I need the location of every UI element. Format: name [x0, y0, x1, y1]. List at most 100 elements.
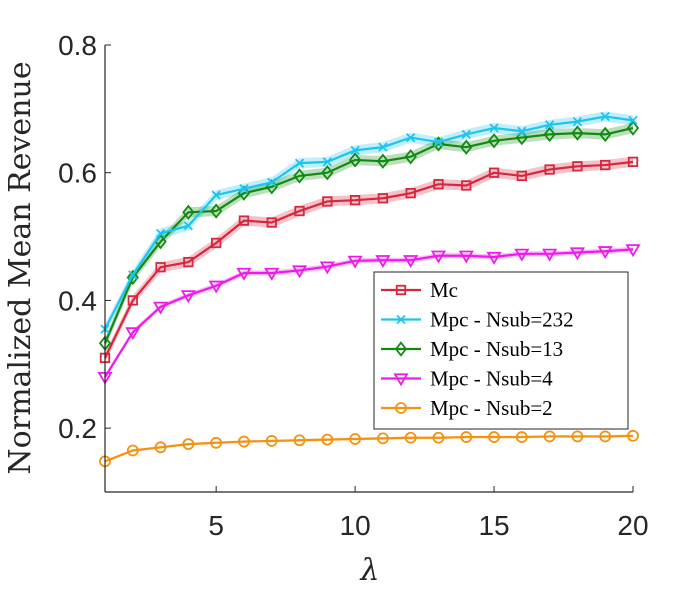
data-point — [406, 132, 416, 143]
data-point — [572, 161, 583, 172]
x-ticks: 5 10 15 20 — [208, 486, 649, 541]
data-point — [321, 165, 334, 181]
data-point — [516, 170, 527, 182]
y-tick-label: 0.6 — [58, 158, 97, 189]
legend-item: Mpc - Nsub=232 — [381, 308, 574, 332]
data-point — [183, 256, 194, 268]
data-point — [294, 158, 305, 168]
data-point — [376, 153, 390, 169]
data-point — [569, 247, 585, 261]
series-1 — [100, 111, 638, 334]
legend-label: Mpc - Nsub=4 — [430, 367, 553, 391]
data-point — [377, 193, 389, 204]
data-point — [211, 237, 222, 249]
data-point — [461, 180, 472, 191]
data-point — [544, 164, 555, 175]
series-lines — [97, 111, 641, 468]
legend-item: Mpc - Nsub=13 — [381, 337, 563, 361]
data-point — [211, 190, 221, 200]
data-point — [627, 429, 639, 442]
data-point — [348, 152, 362, 168]
x-tick-label: 5 — [208, 510, 224, 541]
data-point — [433, 179, 444, 190]
data-point — [349, 195, 361, 206]
data-point — [264, 267, 280, 281]
legend-item: Mpc - Nsub=4 — [381, 367, 553, 391]
data-point — [155, 228, 166, 239]
data-point — [347, 255, 363, 269]
legend-label: Mpc - Nsub=2 — [430, 396, 553, 420]
legend-item: Mc — [381, 278, 458, 302]
data-point — [514, 248, 530, 262]
data-point — [597, 246, 613, 260]
legend-label: Mc — [430, 278, 458, 302]
data-point — [239, 184, 249, 194]
data-point — [517, 126, 527, 136]
legend-label: Mpc - Nsub=13 — [430, 337, 563, 361]
data-point — [350, 145, 360, 156]
data-point — [395, 284, 407, 296]
data-point — [432, 431, 445, 444]
legend-item: Mpc - Nsub=2 — [381, 396, 553, 420]
data-point — [628, 115, 638, 125]
data-point — [394, 341, 408, 357]
data-point — [488, 167, 500, 178]
data-point — [154, 441, 167, 454]
data-point — [125, 327, 141, 341]
data-point — [627, 156, 639, 168]
data-point — [126, 444, 139, 457]
data-point — [180, 290, 196, 304]
data-point — [267, 177, 277, 187]
data-point — [182, 204, 195, 220]
y-tick-label: 0.4 — [58, 285, 97, 316]
data-point — [430, 250, 447, 264]
data-point — [403, 255, 419, 268]
data-point — [543, 430, 556, 443]
data-point — [625, 244, 641, 258]
data-point — [461, 129, 471, 140]
legend-label: Mpc - Nsub=232 — [430, 308, 574, 332]
data-point — [265, 435, 278, 447]
x-tick-label: 20 — [617, 510, 648, 541]
data-point — [266, 217, 277, 228]
data-point — [600, 159, 611, 171]
data-point — [458, 250, 474, 264]
data-point — [488, 431, 500, 443]
data-point — [210, 203, 223, 219]
data-point — [515, 431, 528, 443]
data-point — [182, 438, 195, 451]
data-point — [486, 251, 502, 265]
x-tick-label: 15 — [478, 510, 509, 541]
data-point — [210, 436, 223, 449]
series-line — [104, 115, 634, 330]
data-point — [393, 373, 409, 387]
data-point — [153, 301, 169, 315]
data-point — [236, 267, 252, 281]
y-tick-label: 0.2 — [58, 413, 97, 444]
data-point — [542, 248, 558, 262]
series-0 — [99, 156, 639, 364]
data-point — [322, 157, 332, 167]
legend-box — [373, 271, 629, 430]
data-point — [433, 137, 444, 147]
y-axis-title: Normalized Mean Revenue — [3, 61, 38, 474]
data-point — [460, 139, 473, 155]
data-point — [238, 435, 250, 448]
data-point — [544, 120, 555, 130]
data-point — [155, 262, 166, 273]
data-point — [396, 314, 406, 325]
data-point — [319, 261, 335, 275]
plot-area — [97, 111, 641, 468]
data-point — [375, 255, 391, 268]
data-point — [293, 168, 306, 184]
data-point — [376, 432, 389, 445]
data-point — [489, 123, 499, 133]
data-point — [487, 133, 501, 149]
data-point — [127, 295, 138, 306]
data-point — [571, 430, 584, 443]
data-point — [378, 142, 388, 152]
data-point — [395, 402, 407, 414]
data-point — [208, 280, 224, 294]
data-point — [460, 431, 473, 443]
